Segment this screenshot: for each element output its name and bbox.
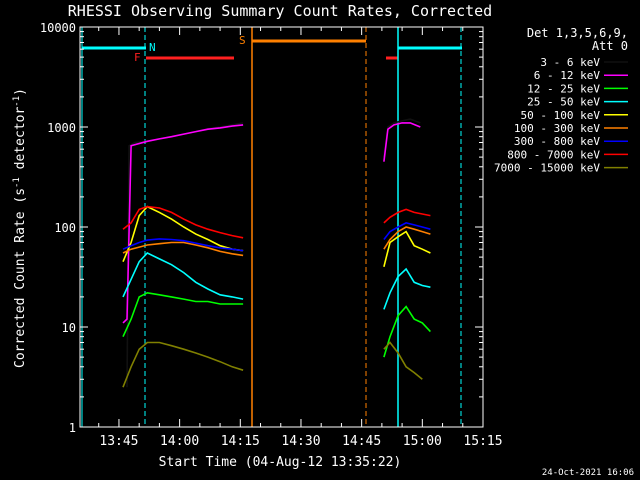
x-tick-label: 14:00 bbox=[160, 434, 199, 449]
flag-label-s: S bbox=[239, 34, 246, 47]
legend-label: 50 - 100 keV bbox=[521, 109, 601, 122]
state-markers: NF S bbox=[81, 27, 462, 427]
series-layer bbox=[122, 118, 431, 388]
x-axis-label: Start Time (04-Aug-12 13:35:22) bbox=[159, 455, 402, 470]
x-tick-label: 14:15 bbox=[221, 434, 260, 449]
y-axis-label: Corrected Count Rate (s-1 detector-1) bbox=[12, 88, 28, 368]
y-label-close: ) bbox=[13, 88, 28, 96]
x-tick-label: 13:45 bbox=[99, 434, 138, 449]
series-line-6-segment-2 bbox=[383, 226, 431, 250]
series-line-2-segment-1 bbox=[122, 124, 244, 324]
y-axis: 1 10 100 1000 10000 bbox=[40, 21, 483, 435]
legend-header-line1: Det 1,3,5,6,9, bbox=[527, 26, 628, 40]
series-line-7-segment-1 bbox=[122, 238, 244, 252]
footer-date: 24-Oct-2021 16:06 bbox=[542, 468, 634, 478]
legend-label: 25 - 50 keV bbox=[527, 96, 600, 109]
series-line-4-segment-1 bbox=[122, 252, 244, 300]
x-axis: 13:45 14:00 14:15 14:30 14:45 15:00 15:15 bbox=[98, 27, 503, 449]
series-line-7-segment-2 bbox=[383, 222, 431, 240]
series-line-9-segment-1 bbox=[122, 341, 244, 388]
y-tick-label: 10 bbox=[62, 321, 76, 335]
chart-title: RHESSI Observing Summary Count Rates, Co… bbox=[68, 2, 492, 20]
y-tick-label: 1000 bbox=[47, 121, 76, 135]
legend-header-line2: Att 0 bbox=[592, 39, 628, 53]
legend-label: 800 - 7000 keV bbox=[507, 148, 600, 161]
series-line-5-segment-2 bbox=[383, 230, 431, 267]
series-line-9-segment-2 bbox=[383, 341, 423, 380]
series-line-3-segment-1 bbox=[122, 291, 244, 338]
series-line-4-segment-2 bbox=[383, 267, 431, 310]
legend-label: 7000 - 15000 keV bbox=[494, 162, 600, 175]
series-line-2-segment-2 bbox=[383, 122, 421, 162]
y-label-main: Corrected Count Rate (s bbox=[13, 188, 28, 368]
legend-label: 12 - 25 keV bbox=[527, 82, 600, 95]
series-line-3-segment-2 bbox=[383, 305, 431, 358]
x-tick-label: 14:30 bbox=[281, 434, 320, 449]
series-line-8-segment-2 bbox=[383, 208, 431, 224]
legend-label: 300 - 800 keV bbox=[514, 135, 600, 148]
y-label-end: detector bbox=[13, 107, 28, 178]
series-line-6-segment-1 bbox=[122, 241, 244, 257]
legend-label: 100 - 300 keV bbox=[514, 122, 600, 135]
series-line-8-segment-1 bbox=[122, 205, 244, 239]
flag-label-f: F bbox=[134, 51, 141, 64]
y-label-sup2: -1 bbox=[12, 96, 22, 107]
y-tick-label: 10000 bbox=[40, 21, 76, 35]
x-tick-label: 14:45 bbox=[342, 434, 381, 449]
flag-label-n: N bbox=[149, 41, 156, 54]
x-tick-label: 15:15 bbox=[463, 434, 502, 449]
y-tick-label: 100 bbox=[54, 221, 76, 235]
y-tick-label: 1 bbox=[69, 421, 76, 435]
y-label-sup: -1 bbox=[12, 177, 22, 188]
x-tick-label: 15:00 bbox=[403, 434, 442, 449]
legend-label: 3 - 6 keV bbox=[540, 56, 600, 69]
series-line-5-segment-1 bbox=[122, 205, 244, 263]
legend-label: 6 - 12 keV bbox=[534, 69, 601, 82]
